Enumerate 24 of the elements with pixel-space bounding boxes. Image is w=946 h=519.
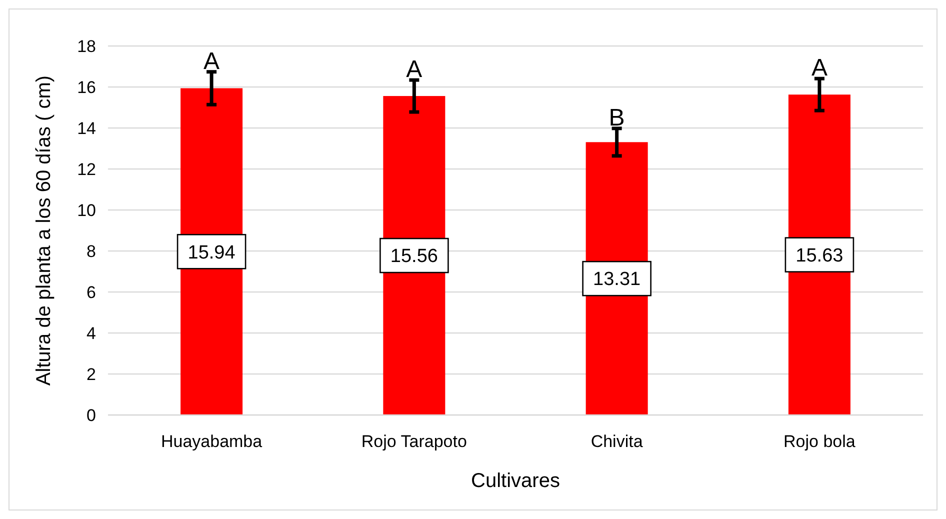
y-tick-label: 18 (77, 36, 96, 56)
y-tick-label: 12 (77, 160, 96, 179)
y-tick-label: 0 (86, 406, 96, 425)
annotation: A (811, 54, 828, 82)
annotation: A (204, 48, 220, 75)
x-axis-title: Cultivares (471, 470, 560, 492)
y-tick-label: 8 (86, 242, 96, 261)
data-label: 15.63 (796, 245, 844, 266)
y-tick-label: 6 (86, 282, 96, 302)
data-label: 13.31 (593, 269, 641, 290)
data-label: 15.56 (390, 246, 438, 268)
y-tick-label: 10 (77, 200, 96, 220)
x-tick-label: Huayabamba (160, 432, 263, 451)
annotation: A (406, 56, 422, 84)
y-tick-label: 16 (77, 78, 96, 97)
y-tick-label: 14 (77, 118, 96, 138)
annotation: B (608, 104, 625, 132)
x-tick-label: Chivita (590, 432, 644, 451)
x-tick-label: Rojo Tarapoto (361, 432, 467, 451)
data-label: 15.94 (188, 242, 236, 264)
y-tick-label: 4 (86, 324, 96, 343)
y-axis-title: Altura de planta a los 60 días ( cm) (33, 75, 55, 386)
x-tick-label: Rojo bola (784, 432, 856, 451)
y-tick-label: 2 (86, 364, 96, 384)
